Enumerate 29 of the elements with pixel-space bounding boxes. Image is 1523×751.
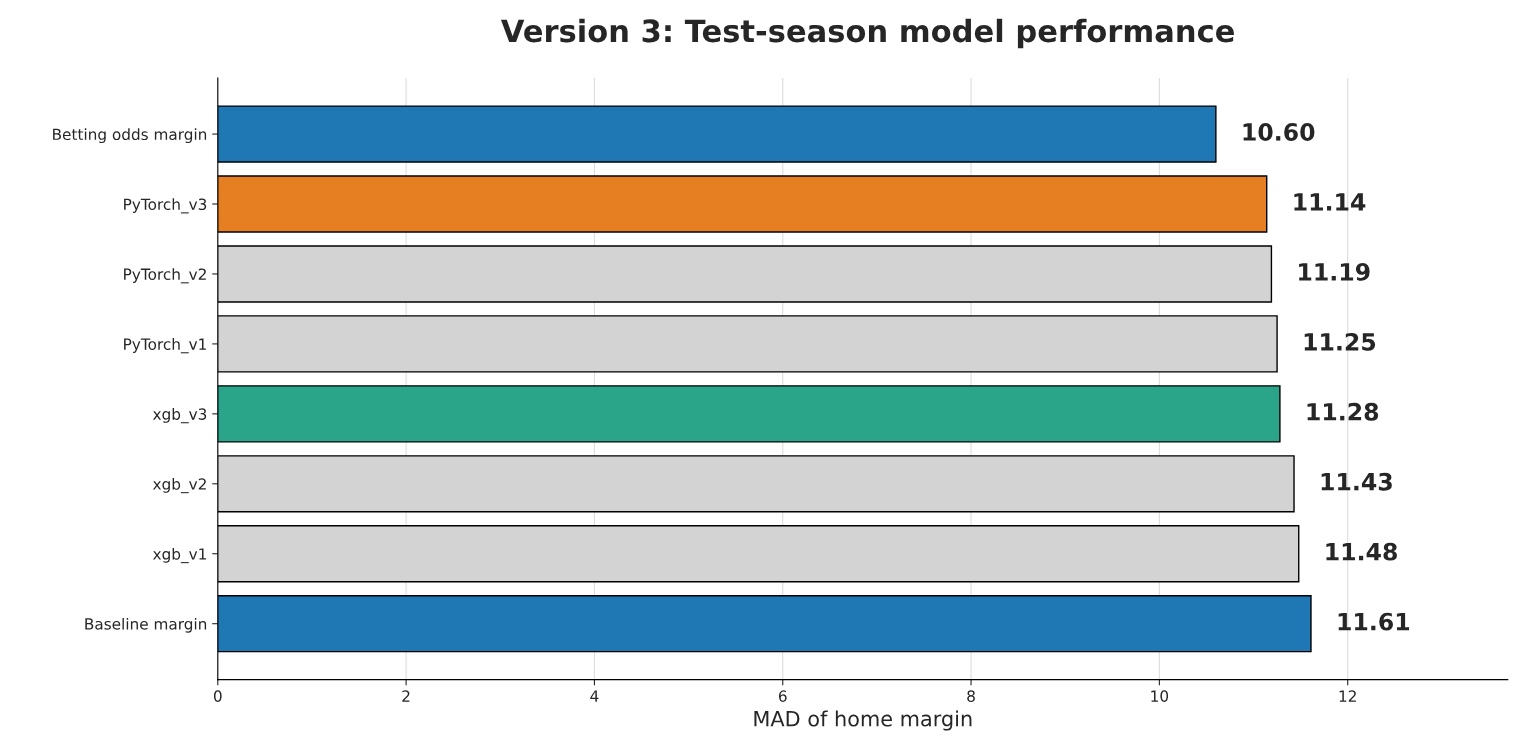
- data-label: 11.25: [1304, 332, 1376, 351]
- y-tick-label: Baseline margin: [85, 617, 207, 633]
- data-label: 11.14: [1294, 193, 1366, 211]
- x-tick-label: 10: [1151, 690, 1169, 702]
- x-tick-label: 4: [590, 690, 599, 702]
- data-label: 11.43: [1321, 472, 1392, 491]
- data-label: 11.48: [1326, 542, 1397, 561]
- y-tick-label: PyTorch_v3: [124, 198, 207, 214]
- data-label: 11.61: [1338, 612, 1410, 631]
- data-label: 11.19: [1299, 262, 1370, 281]
- x-tick-label: 0: [213, 690, 222, 702]
- y-tick-label: xgb_v2: [152, 478, 206, 494]
- data-label: 11.28: [1307, 402, 1379, 421]
- y-tick-label: PyTorch_v2: [124, 268, 206, 284]
- y-tick-label: xgb_v3: [152, 408, 207, 424]
- bar: [217, 175, 1268, 233]
- y-tick-label: Betting odds margin: [53, 128, 207, 144]
- bar: [217, 385, 1281, 443]
- x-tick-label: 6: [778, 690, 787, 702]
- chart-title: Version 3: Test-season model performance: [500, 18, 1234, 49]
- y-tick-label: xgb_v1: [152, 547, 206, 564]
- x-tick-label: 2: [402, 690, 410, 702]
- data-label: 10.60: [1243, 123, 1315, 141]
- y-tick-label: PyTorch_v1: [124, 338, 206, 354]
- bar: [217, 105, 1217, 163]
- x-tick-label: 8: [967, 690, 975, 702]
- x-axis-title: MAD of home margin: [754, 710, 972, 731]
- bar: [217, 595, 1312, 653]
- x-tick-label: 12: [1339, 690, 1356, 702]
